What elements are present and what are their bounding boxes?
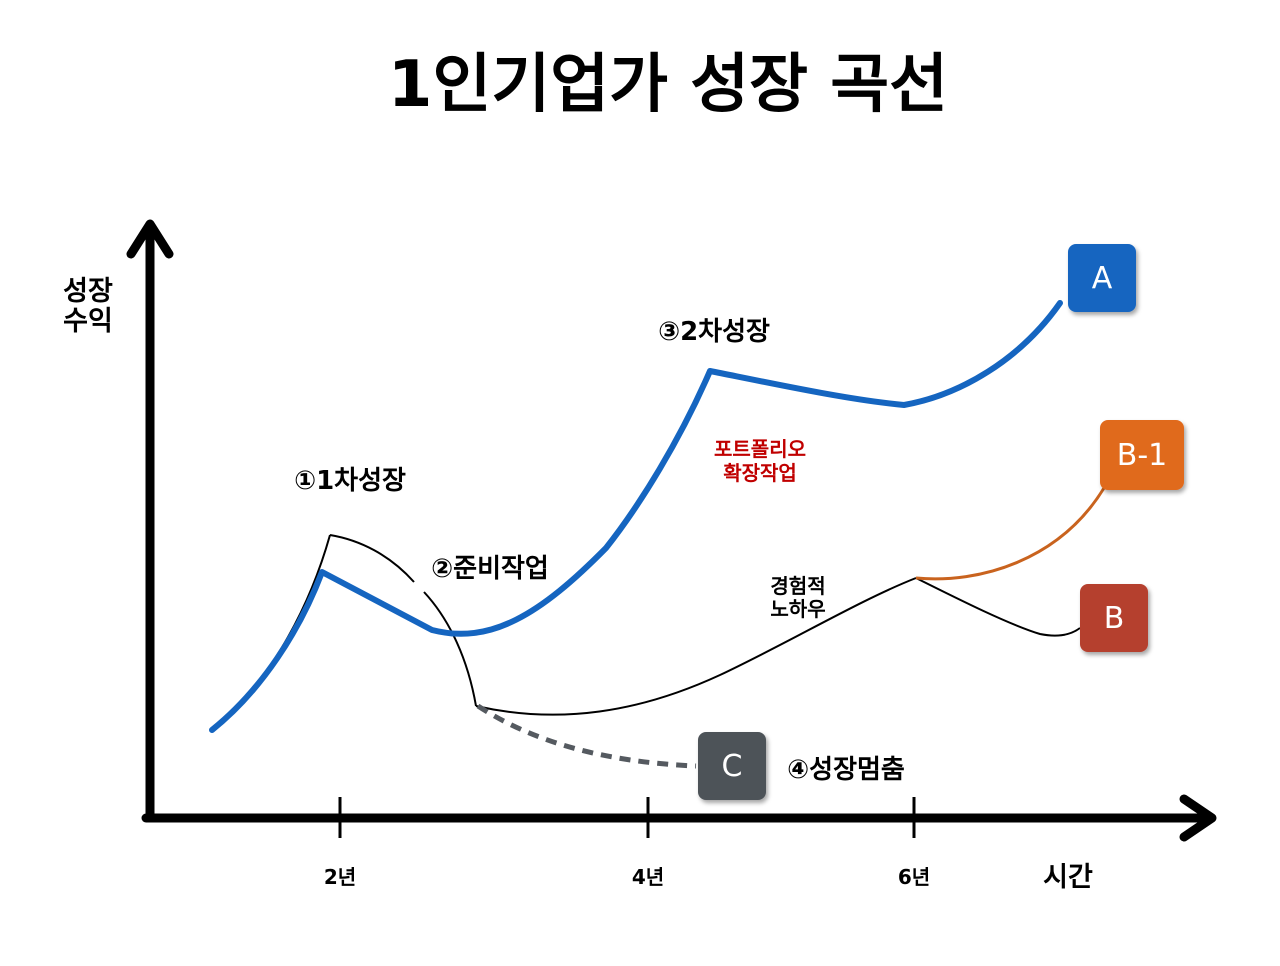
phase-label-growth2: ③2차성장 [658, 317, 770, 347]
annotation-knowhow-line1: 경험적 [770, 574, 825, 598]
x-tick-label-6y: 6년 [898, 865, 930, 889]
y-axis-arrowhead [126, 219, 174, 259]
black-curve-decline-upper [329, 534, 415, 583]
blue-curve-a [209, 300, 1063, 733]
annotation-knowhow-line2: 노하우 [770, 597, 825, 621]
outcome-box-b1-label: B-1 [1117, 438, 1168, 473]
x-tick-label-2y: 2년 [324, 865, 356, 889]
page-title: 1인기업가 성장 곡선 [388, 48, 948, 122]
outcome-box-b1 [1100, 420, 1184, 490]
outcome-box-c-label: C [722, 749, 743, 784]
dashed-curve-to-c [476, 703, 697, 769]
x-tick-label-4y: 4년 [632, 865, 664, 889]
black-curve-knowhow [475, 577, 917, 716]
orange-curve-to-b1 [915, 487, 1106, 581]
y-axis-label-line2: 수익 [63, 306, 113, 337]
phase-label-growth1: ①1차성장 [294, 466, 406, 496]
black-curve-initial-growth [211, 534, 331, 731]
x-axis-label: 시간 [1043, 862, 1093, 893]
y-axis-label-line1: 성장 [63, 276, 113, 307]
annotation-portfolio-line1: 포트폴리오 [714, 437, 806, 461]
outcome-box-c [698, 732, 766, 800]
outcome-box-b-label: B [1104, 601, 1125, 636]
black-curve-decline-lower [423, 591, 477, 707]
outcome-box-a [1068, 244, 1136, 312]
phase-label-prep: ②준비작업 [431, 554, 549, 584]
outcome-box-b [1080, 584, 1148, 652]
annotation-portfolio-line2: 확장작업 [723, 461, 797, 485]
black-curve-to-b [915, 577, 1081, 637]
phase-label-stop: ④성장멈춤 [787, 755, 905, 785]
axes [126, 219, 1217, 842]
x-axis-arrowhead [1179, 794, 1217, 842]
outcome-box-a-label: A [1092, 261, 1113, 296]
